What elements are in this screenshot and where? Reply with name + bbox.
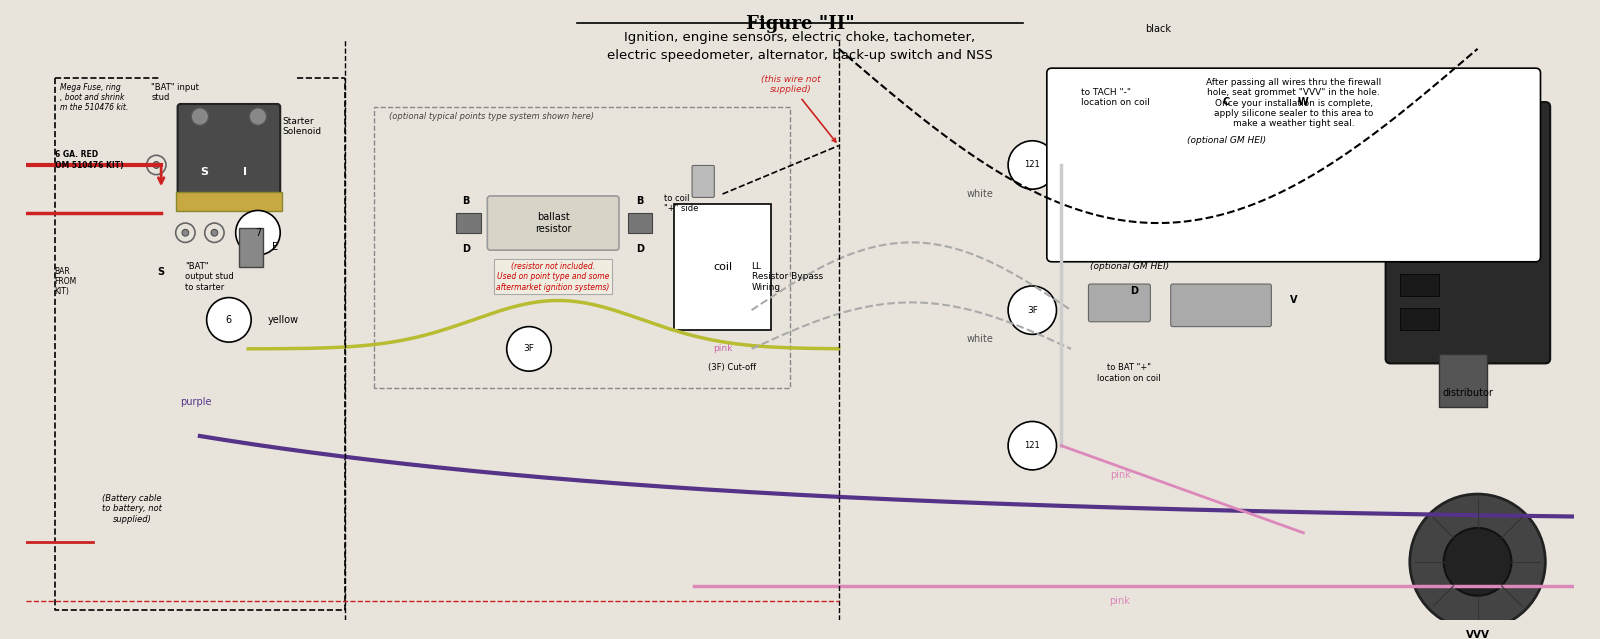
Bar	[238, 228, 262, 266]
Circle shape	[250, 108, 267, 125]
Text: (this wire not
supplied): (this wire not supplied)	[760, 75, 835, 142]
Text: "BAT"
output stud
to starter: "BAT" output stud to starter	[186, 262, 234, 291]
Text: Mega Fuse, ring
, boot and shrink
m the 510476 kit.: Mega Fuse, ring , boot and shrink m the …	[59, 82, 128, 112]
Bar	[1400, 173, 1438, 194]
Bar	[456, 213, 480, 233]
Text: E: E	[272, 242, 278, 252]
Text: (optional GM HEI): (optional GM HEI)	[1187, 136, 1266, 145]
Text: W: W	[1298, 97, 1309, 107]
Text: to BAT "+"
location on coil: to BAT "+" location on coil	[1098, 364, 1162, 383]
Text: pink: pink	[714, 344, 733, 353]
FancyBboxPatch shape	[1253, 86, 1325, 128]
Text: VVV: VVV	[1466, 629, 1490, 639]
Bar	[1400, 139, 1438, 160]
Text: B: B	[462, 196, 470, 206]
Bar	[627, 213, 651, 233]
Text: D: D	[462, 244, 470, 254]
Text: pink: pink	[1110, 470, 1131, 480]
Circle shape	[235, 210, 280, 255]
Text: I: I	[243, 167, 248, 176]
Text: Starter
Solenoid: Starter Solenoid	[282, 116, 322, 136]
Text: S: S	[200, 167, 208, 176]
Circle shape	[206, 298, 251, 342]
Text: "BAT" input
stud: "BAT" input stud	[152, 82, 200, 102]
Text: After passing all wires thru the firewall
hole, seat grommet "VVV" in the hole.
: After passing all wires thru the firewal…	[1206, 78, 1381, 128]
Text: 7: 7	[254, 227, 261, 238]
FancyBboxPatch shape	[178, 104, 280, 197]
Text: purple: purple	[181, 397, 213, 407]
Bar	[674, 204, 771, 330]
Text: B: B	[637, 196, 643, 206]
Text: coil: coil	[714, 261, 733, 272]
FancyBboxPatch shape	[1171, 284, 1272, 327]
Text: 3F: 3F	[523, 344, 534, 353]
Circle shape	[507, 327, 552, 371]
FancyBboxPatch shape	[1186, 86, 1242, 123]
Circle shape	[154, 162, 160, 168]
Text: distributor: distributor	[1443, 388, 1493, 397]
Text: electric speedometer, alternator, back-up switch and NSS: electric speedometer, alternator, back-u…	[606, 49, 994, 62]
FancyBboxPatch shape	[1386, 102, 1550, 364]
Text: black: black	[1146, 24, 1171, 35]
Bar	[1400, 206, 1438, 228]
FancyBboxPatch shape	[1046, 68, 1541, 262]
Text: pink: pink	[1109, 596, 1130, 606]
Text: C: C	[1222, 97, 1229, 107]
Text: LL
Resistor Bypass
Wiring: LL Resistor Bypass Wiring	[752, 262, 822, 291]
Text: 6 GA. RED
OM 510476 KIT): 6 GA. RED OM 510476 KIT)	[54, 150, 123, 170]
Text: 121: 121	[1024, 441, 1040, 450]
Circle shape	[1008, 422, 1056, 470]
Text: white: white	[966, 334, 994, 344]
Text: ballast
resistor: ballast resistor	[534, 212, 571, 234]
Bar	[176, 192, 282, 212]
Circle shape	[1008, 286, 1056, 334]
Circle shape	[190, 108, 208, 125]
Text: Figure "II": Figure "II"	[746, 15, 854, 33]
Text: Ignition, engine sensors, electric choke, tachometer,: Ignition, engine sensors, electric choke…	[624, 31, 976, 44]
Text: (Battery cable
to battery, not
supplied): (Battery cable to battery, not supplied)	[102, 494, 162, 524]
Bar	[1400, 274, 1438, 296]
Text: D: D	[1130, 286, 1138, 296]
Text: (optional typical points type system shown here): (optional typical points type system sho…	[389, 112, 594, 121]
Circle shape	[1410, 494, 1546, 629]
Bar	[1400, 308, 1438, 330]
Text: to coil
"+" side: to coil "+" side	[664, 194, 699, 213]
Circle shape	[1008, 141, 1056, 189]
FancyBboxPatch shape	[693, 166, 714, 197]
FancyBboxPatch shape	[1088, 284, 1150, 322]
FancyBboxPatch shape	[488, 196, 619, 250]
Text: (optional GM HEI): (optional GM HEI)	[1090, 262, 1170, 271]
Circle shape	[1443, 528, 1512, 596]
Text: white: white	[966, 189, 994, 199]
Text: (3F) Cut-off: (3F) Cut-off	[709, 364, 757, 373]
Text: BAR
FROM
KIT): BAR FROM KIT)	[54, 266, 77, 296]
Text: (resistor not included.
Used on point type and some
aftermarket ignition systems: (resistor not included. Used on point ty…	[496, 262, 610, 291]
Text: S: S	[157, 266, 165, 277]
Text: V: V	[1290, 295, 1298, 305]
Circle shape	[182, 229, 189, 236]
Text: 3F: 3F	[1027, 305, 1038, 314]
Circle shape	[211, 229, 218, 236]
Bar	[1438, 354, 1488, 407]
Bar	[1400, 240, 1438, 262]
Text: D: D	[637, 244, 645, 254]
Text: to TACH "-"
location on coil: to TACH "-" location on coil	[1080, 88, 1149, 107]
Text: yellow: yellow	[267, 315, 299, 325]
Text: 6: 6	[226, 315, 232, 325]
Text: 121: 121	[1024, 160, 1040, 169]
